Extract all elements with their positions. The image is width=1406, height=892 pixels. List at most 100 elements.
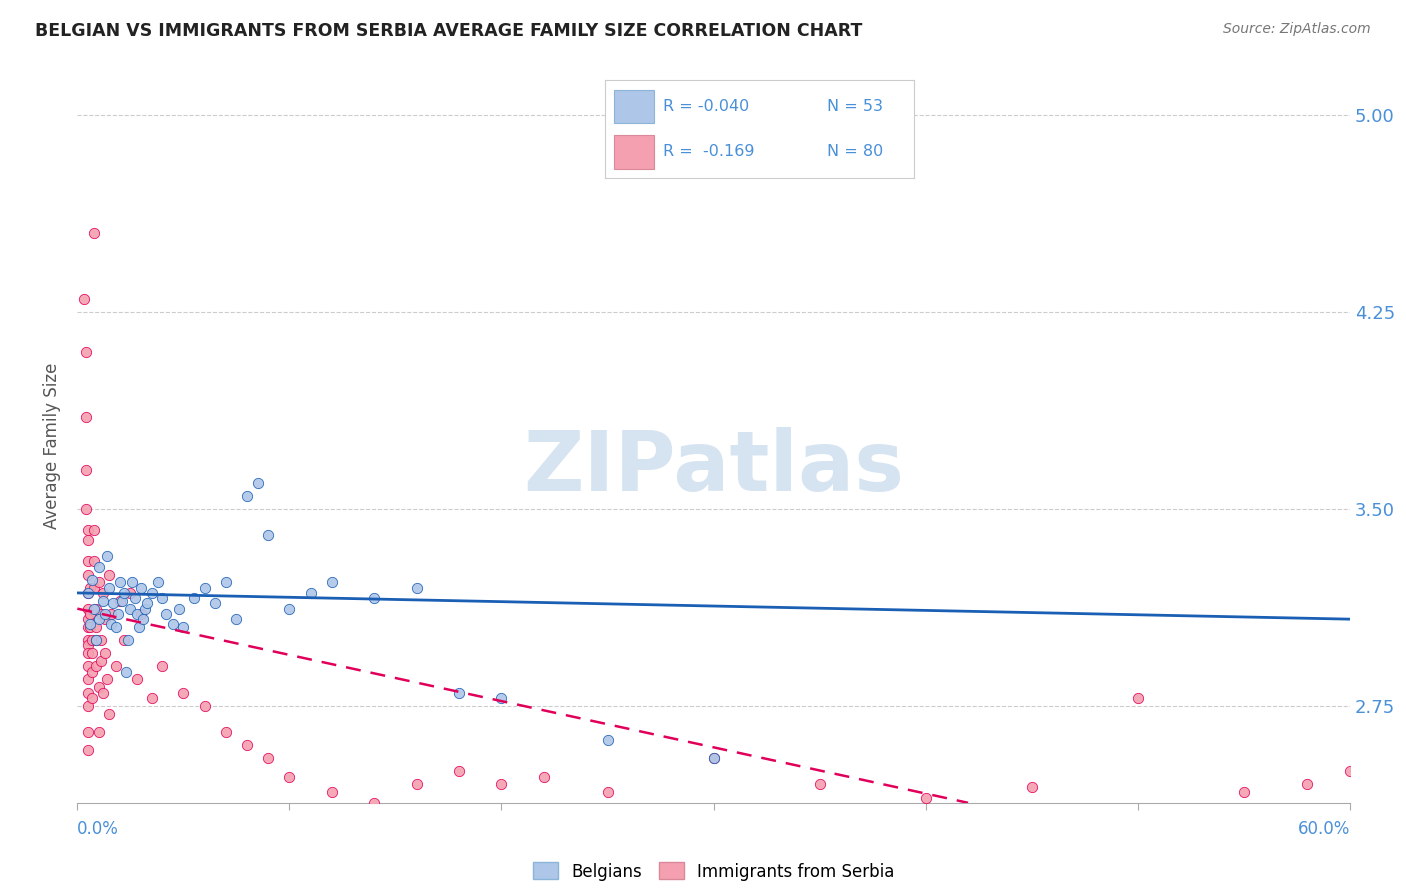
Point (117, 633, 139, 648)
Point (82, 646, 104, 660)
Legend: Belgians, Immigrants from Serbia: Belgians, Immigrants from Serbia (526, 855, 901, 888)
Point (111, 594, 134, 608)
Point (90, 607, 112, 621)
Text: N = 53: N = 53 (827, 99, 883, 114)
Point (77, 673, 100, 687)
Point (914, 790, 936, 805)
Point (87, 681, 110, 695)
Point (129, 607, 152, 621)
Point (83, 554, 105, 568)
Point (132, 612, 155, 626)
Bar (614, 90, 654, 123)
Point (96, 673, 118, 687)
Point (257, 528, 280, 542)
Point (79, 620, 101, 634)
Point (115, 665, 138, 679)
Point (150, 591, 173, 606)
Point (204, 596, 226, 610)
Point (75, 462, 97, 476)
Point (257, 751, 280, 765)
Point (236, 489, 259, 503)
Point (79, 617, 101, 632)
Point (77, 725, 100, 739)
Point (236, 738, 259, 752)
Point (120, 586, 142, 600)
Point (124, 591, 146, 606)
Point (77, 659, 100, 673)
Point (98, 567, 121, 582)
Point (107, 607, 129, 621)
Point (91, 586, 114, 600)
Point (86, 620, 108, 634)
Point (82, 665, 104, 679)
Text: 60.0%: 60.0% (1298, 820, 1350, 838)
Point (86, 633, 108, 648)
Point (172, 620, 194, 634)
Point (104, 659, 127, 673)
Point (98, 581, 121, 595)
Point (112, 586, 135, 600)
Point (491, 690, 513, 705)
Text: ZIPatlas: ZIPatlas (523, 427, 904, 508)
Point (77, 586, 100, 600)
Point (215, 575, 238, 590)
Point (87, 575, 110, 590)
Point (94, 612, 117, 626)
Point (90, 654, 112, 668)
Point (87, 612, 110, 626)
Point (363, 591, 385, 606)
Point (77, 620, 100, 634)
Point (79, 607, 101, 621)
Point (77, 633, 100, 648)
Point (86, 633, 108, 648)
Point (94, 607, 117, 621)
Point (703, 751, 725, 765)
Point (150, 659, 173, 673)
Point (77, 612, 100, 626)
Point (83, 523, 105, 537)
Point (363, 796, 385, 810)
Point (808, 777, 831, 791)
Point (125, 673, 148, 687)
Point (112, 633, 135, 648)
Point (172, 685, 194, 699)
Point (194, 581, 217, 595)
Point (77, 586, 100, 600)
Point (321, 575, 343, 590)
Point (491, 777, 513, 791)
Point (75, 410, 97, 425)
Text: BELGIAN VS IMMIGRANTS FROM SERBIA AVERAGE FAMILY SIZE CORRELATION CHART: BELGIAN VS IMMIGRANTS FROM SERBIA AVERAG… (35, 22, 862, 40)
Point (167, 601, 190, 615)
Point (82, 633, 104, 648)
Point (129, 581, 152, 595)
Point (77, 743, 100, 757)
Point (77, 698, 100, 713)
Text: 0.0%: 0.0% (77, 820, 120, 838)
Point (449, 764, 471, 779)
Point (103, 596, 125, 610)
Bar (614, 136, 654, 169)
Point (108, 594, 131, 608)
Point (75, 344, 97, 359)
Point (596, 732, 619, 747)
Text: Source: ZipAtlas.com: Source: ZipAtlas.com (1223, 22, 1371, 37)
Point (77, 685, 100, 699)
Point (73, 292, 96, 306)
Point (77, 533, 100, 548)
Point (83, 601, 105, 615)
Point (75, 502, 97, 516)
Point (141, 586, 163, 600)
Point (83, 227, 105, 241)
Point (86, 601, 108, 615)
Point (77, 567, 100, 582)
Point (703, 751, 725, 765)
Point (82, 573, 104, 587)
Point (82, 690, 104, 705)
Point (87, 559, 110, 574)
Point (134, 601, 156, 615)
Text: R =  -0.169: R = -0.169 (664, 145, 755, 160)
Point (278, 770, 301, 784)
Point (141, 690, 163, 705)
Point (91, 685, 114, 699)
Point (405, 777, 427, 791)
